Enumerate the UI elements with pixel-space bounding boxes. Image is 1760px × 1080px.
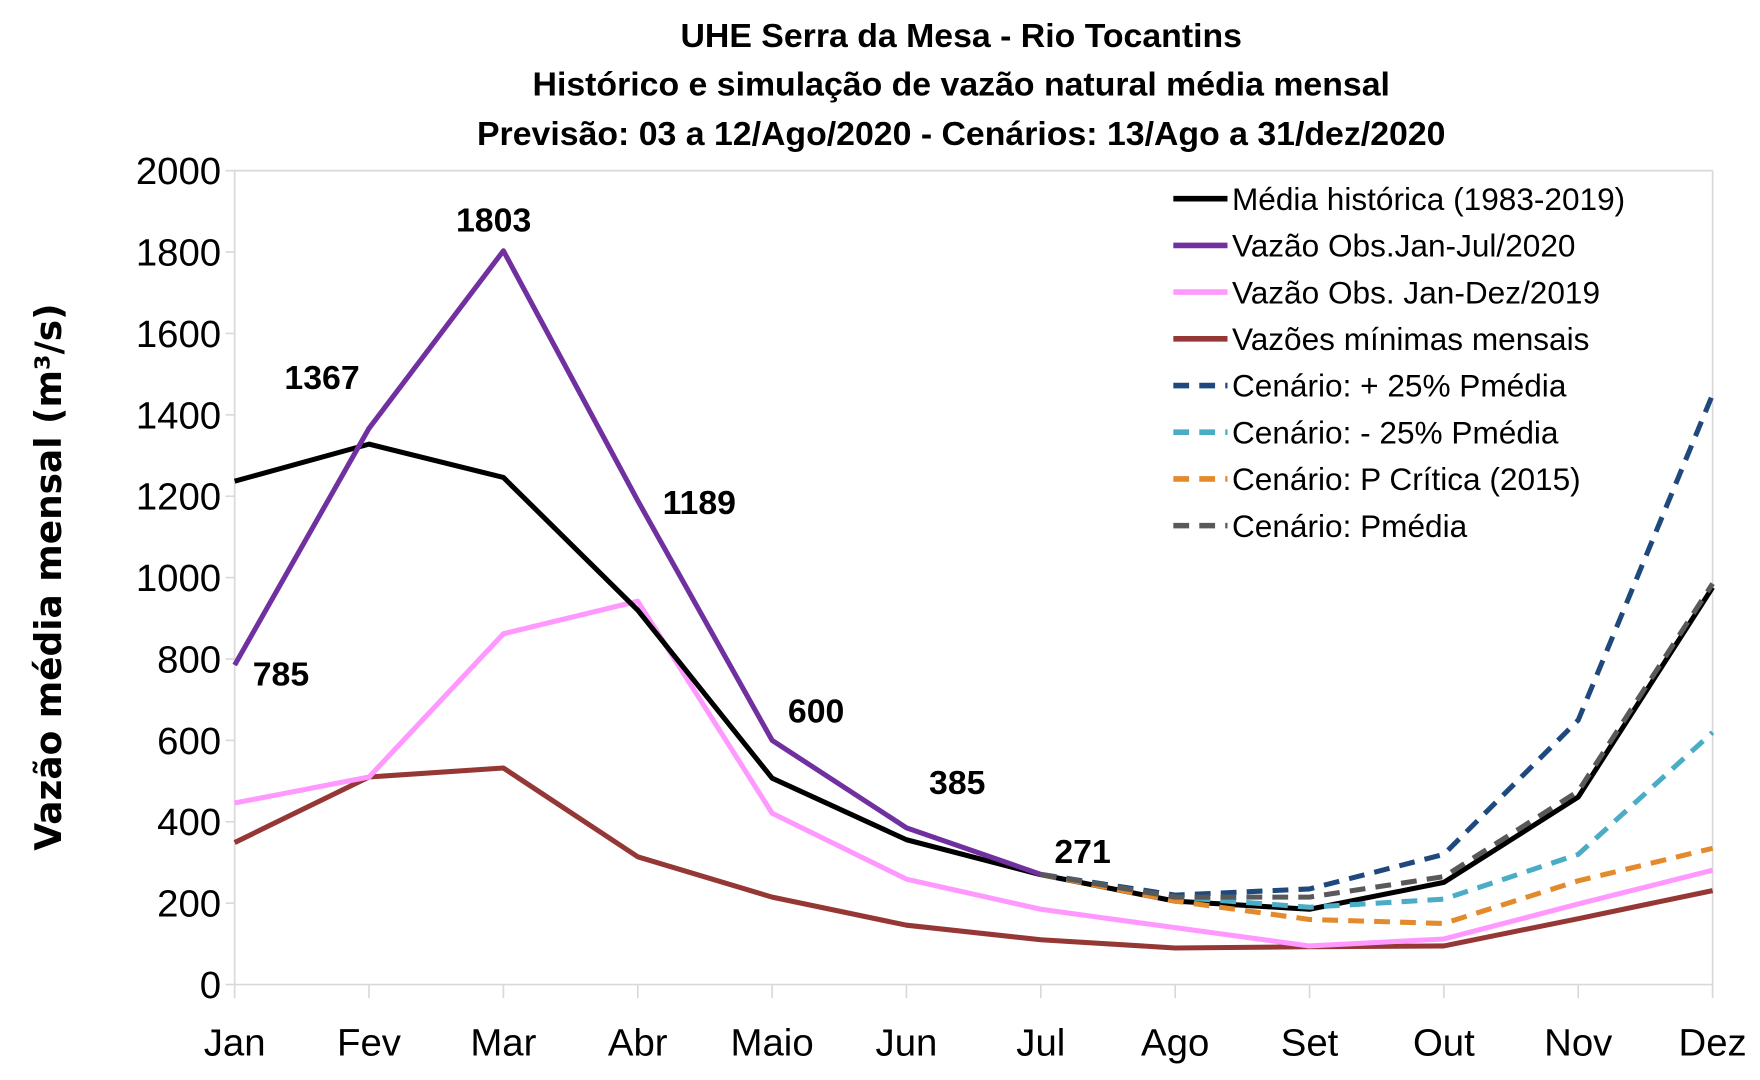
y-axis-label: Vazão média mensal (m³/s) [29, 303, 70, 850]
legend-label: Vazões mínimas mensais [1232, 321, 1589, 357]
legend-label: Vazão Obs. Jan-Dez/2019 [1232, 274, 1600, 310]
series-line-5 [1040, 730, 1715, 910]
x-tick-label: Jan [204, 1021, 266, 1064]
data-label: 600 [788, 693, 844, 731]
legend-label: Cenário: Pmédia [1232, 508, 1468, 544]
legend: Média histórica (1983-2019) Vazão Obs.Jan… [1173, 181, 1625, 544]
legend-item: Vazão Obs.Jan-Jul/2020 [1173, 228, 1575, 264]
title-line-3: Previsão: 03 a 12/Ago/2020 - Cenários: 1… [477, 115, 1445, 153]
data-label: 385 [929, 764, 985, 802]
y-tick-label: 800 [157, 639, 221, 682]
x-tick-label: Dez [1679, 1021, 1747, 1064]
legend-label: Média histórica (1983-2019) [1232, 181, 1625, 217]
legend-label: Vazão Obs.Jan-Jul/2020 [1232, 228, 1575, 264]
title-line-1: UHE Serra da Mesa - Rio Tocantins [680, 17, 1242, 55]
x-tick-label: Mar [470, 1021, 536, 1064]
y-tick-label: 600 [157, 720, 221, 763]
legend-item: Vazões mínimas mensais [1173, 321, 1589, 357]
legend-item: Média histórica (1983-2019) [1173, 181, 1625, 217]
x-tick-label: Ago [1141, 1021, 1209, 1064]
x-tick-label: Maio [731, 1021, 814, 1064]
legend-label: Cenário: + 25% Pmédia [1232, 368, 1567, 404]
x-tick-label: Fev [337, 1021, 401, 1064]
x-tick-label: Out [1413, 1021, 1475, 1064]
x-tick-label: Set [1281, 1021, 1339, 1064]
data-label: 785 [253, 655, 309, 693]
legend-item: Cenário: P Crítica (2015) [1173, 461, 1581, 497]
y-tick-label: 1800 [136, 232, 221, 275]
y-tick-label: 400 [157, 801, 221, 844]
series-line-3 [233, 765, 1714, 951]
legend-label: Cenário: - 25% Pmédia [1232, 415, 1559, 451]
legend-item: Vazão Obs. Jan-Dez/2019 [1173, 274, 1600, 310]
legend-item: Cenário: Pmédia [1173, 508, 1468, 544]
series-line-0 [233, 441, 1715, 912]
y-tick-label: 1000 [136, 557, 221, 600]
chart-title: UHE Serra da Mesa - Rio Tocantins Histór… [477, 17, 1445, 153]
legend-item: Cenário: + 25% Pmédia [1173, 368, 1567, 404]
y-tick-label: 200 [157, 883, 221, 926]
data-label: 1803 [456, 202, 531, 240]
title-line-2: Histórico e simulação de vazão natural m… [533, 66, 1390, 104]
y-tick-label: 2000 [136, 150, 221, 193]
data-label: 1189 [663, 484, 736, 522]
x-tick-label: Jun [876, 1021, 938, 1064]
x-tick-label: Jul [1016, 1021, 1065, 1064]
series-line-7 [1040, 582, 1715, 900]
x-tick-label: Nov [1544, 1021, 1612, 1064]
y-tick-label: 1600 [136, 313, 221, 356]
series-line-2 [234, 598, 1714, 949]
data-label: 1367 [284, 359, 359, 397]
axes: 0 200 400 600 800 1000 1200 1400 1600 1800 2000 Jan… [136, 150, 1747, 1064]
series-lines [232, 248, 1715, 951]
legend-label: Cenário: P Crítica (2015) [1232, 461, 1581, 497]
series-line-6 [1040, 845, 1714, 927]
x-tick-label: Abr [608, 1021, 668, 1064]
data-label: 271 [1054, 833, 1110, 871]
legend-item: Cenário: - 25% Pmédia [1173, 415, 1559, 451]
data-labels: 785 1367 1803 1189 600 385 271 [253, 202, 1111, 871]
y-tick-label: 1400 [136, 394, 221, 437]
y-tick-label: 1200 [136, 476, 221, 519]
y-tick-label: 0 [200, 964, 221, 1007]
